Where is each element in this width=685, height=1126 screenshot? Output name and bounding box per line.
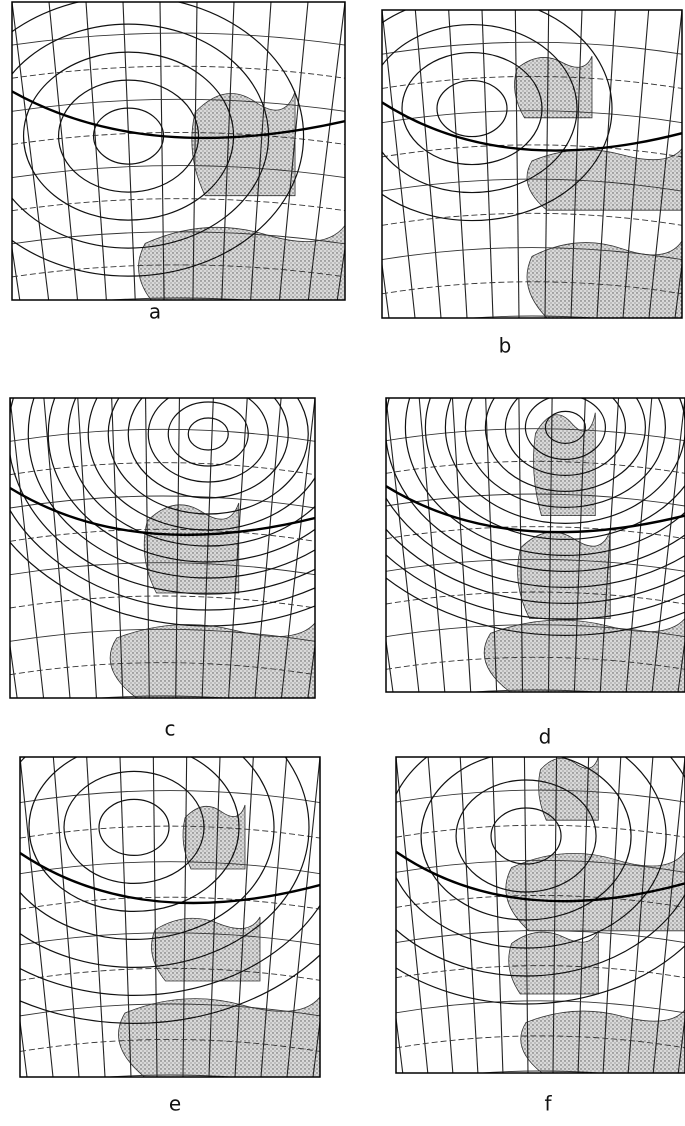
map-panel [316,668,685,1083]
panel-label: d [539,725,552,749]
meridian [334,398,382,698]
map-panel [0,631,387,1087]
meridian [332,757,378,1073]
figure: a b c d e f [0,0,685,1126]
panel-label: f [544,1092,552,1116]
map-content [0,0,419,315]
map-panel [315,0,685,328]
map-content [0,631,387,1087]
map-panel [0,242,448,708]
panel-label: c [165,717,176,741]
meridian [0,757,1,1077]
page: abcdef (() => { const data = JSON.parse(… [0,0,685,1126]
map-content [315,0,685,328]
panel-label: b [499,334,512,358]
panel-label: e [169,1092,181,1116]
meridian [339,757,387,1077]
map-content [316,668,685,1083]
map-content [0,242,448,708]
meridian [320,398,368,692]
map-panel [0,0,419,315]
panel-label: a [149,300,161,324]
